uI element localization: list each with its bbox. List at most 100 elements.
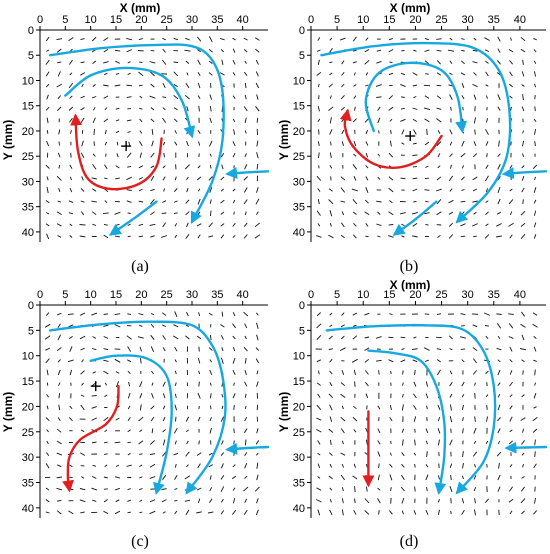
- velocity-vector: [196, 223, 202, 227]
- velocity-vector: [68, 510, 74, 515]
- velocity-vector: [436, 141, 442, 147]
- flow-streamline-blue: [225, 442, 270, 455]
- velocity-vector: [520, 36, 526, 42]
- velocity-vector: [534, 83, 537, 88]
- velocity-vector: [461, 140, 465, 147]
- velocity-vector: [46, 130, 49, 134]
- velocity-vector: [316, 71, 322, 76]
- velocity-vector: [388, 49, 394, 53]
- velocity-vector: [244, 211, 247, 216]
- y-tick-label: 30: [22, 452, 34, 464]
- velocity-vector: [377, 117, 381, 124]
- velocity-vector: [436, 176, 442, 181]
- y-tick-label: 20: [293, 126, 305, 138]
- velocity-vector: [521, 153, 525, 158]
- velocity-vector: [57, 417, 61, 421]
- velocity-vector: [151, 428, 154, 434]
- velocity-vector: [364, 347, 370, 351]
- velocity-vector: [364, 312, 370, 316]
- velocity-vector: [56, 347, 62, 352]
- velocity-vector: [365, 235, 369, 238]
- y-axis-title: Y (mm): [277, 120, 291, 160]
- velocity-vector: [150, 199, 155, 205]
- velocity-vector: [58, 129, 61, 135]
- velocity-vector: [329, 463, 333, 468]
- vector-field: [316, 36, 538, 239]
- velocity-vector: [352, 416, 358, 422]
- velocity-vector: [316, 210, 321, 216]
- velocity-vector: [353, 222, 357, 227]
- velocity-vector: [57, 95, 61, 100]
- velocity-vector: [521, 452, 525, 456]
- velocity-vector: [351, 358, 358, 363]
- velocity-vector: [139, 453, 143, 455]
- velocity-vector: [377, 211, 381, 215]
- velocity-vector: [45, 463, 50, 469]
- velocity-vector: [460, 152, 466, 158]
- velocity-vector: [329, 404, 333, 411]
- vector-field: [44, 311, 260, 516]
- velocity-vector: [162, 405, 166, 410]
- panel-a: X (mm) Y (mm) 0 5 10 15 20 25 30 35 40 0 5 10 15 20 2…: [1, 1, 270, 275]
- velocity-vector: [210, 405, 212, 410]
- velocity-vector: [520, 222, 526, 227]
- velocity-vector: [425, 393, 429, 399]
- velocity-vector: [220, 486, 225, 492]
- velocity-vector: [474, 129, 476, 135]
- velocity-vector: [413, 393, 417, 399]
- panel-b: X (mm) Y (mm) 0 5 10 15 20 25 30 35 40 0 5 10 15 20 2…: [277, 1, 548, 275]
- velocity-vector: [103, 476, 108, 479]
- velocity-vector: [127, 359, 132, 363]
- velocity-vector: [197, 188, 201, 192]
- velocity-vector: [150, 313, 155, 316]
- velocity-vector: [56, 476, 62, 479]
- velocity-vector: [341, 129, 345, 135]
- velocity-vector: [244, 130, 247, 134]
- y-tick-label: 15: [293, 101, 305, 113]
- velocity-vector: [364, 498, 370, 504]
- velocity-vector: [400, 177, 406, 180]
- velocity-vector: [388, 95, 394, 100]
- velocity-vector: [196, 511, 202, 514]
- velocity-vector: [521, 359, 525, 363]
- velocity-vector: [46, 452, 50, 456]
- velocity-vector: [162, 200, 167, 203]
- velocity-vector: [377, 153, 381, 157]
- velocity-vector: [45, 358, 50, 364]
- velocity-vector: [56, 223, 62, 227]
- velocity-vector: [150, 188, 155, 192]
- velocity-vector: [317, 223, 321, 227]
- velocity-vector: [56, 211, 62, 215]
- velocity-vector: [473, 117, 476, 124]
- velocity-vector: [459, 336, 466, 339]
- velocity-vector: [174, 440, 177, 445]
- velocity-vector: [534, 451, 536, 457]
- velocity-vector: [116, 153, 119, 158]
- velocity-vector: [341, 141, 345, 146]
- velocity-vector: [161, 59, 167, 65]
- velocity-vector: [534, 176, 536, 181]
- velocity-vector: [173, 452, 179, 456]
- velocity-vector: [485, 498, 489, 503]
- velocity-vector: [399, 212, 406, 215]
- velocity-vector: [196, 36, 202, 42]
- velocity-vector: [80, 394, 85, 397]
- velocity-vector: [233, 211, 235, 215]
- velocity-vector: [139, 152, 142, 158]
- velocity-vector: [57, 499, 62, 502]
- velocity-vector: [45, 106, 50, 111]
- x-tick-label: 20: [409, 14, 421, 26]
- velocity-vector: [232, 48, 236, 53]
- velocity-vector: [46, 117, 49, 124]
- velocity-vector: [485, 129, 489, 135]
- velocity-vector: [425, 73, 429, 75]
- velocity-vector: [46, 140, 50, 147]
- velocity-vector: [114, 49, 121, 52]
- velocity-vector: [45, 59, 50, 65]
- velocity-vector: [401, 452, 405, 457]
- velocity-vector: [126, 464, 132, 467]
- velocity-vector: [509, 510, 513, 515]
- velocity-vector: [425, 440, 428, 445]
- velocity-vector: [162, 176, 166, 181]
- y-tick-label: 25: [22, 151, 34, 163]
